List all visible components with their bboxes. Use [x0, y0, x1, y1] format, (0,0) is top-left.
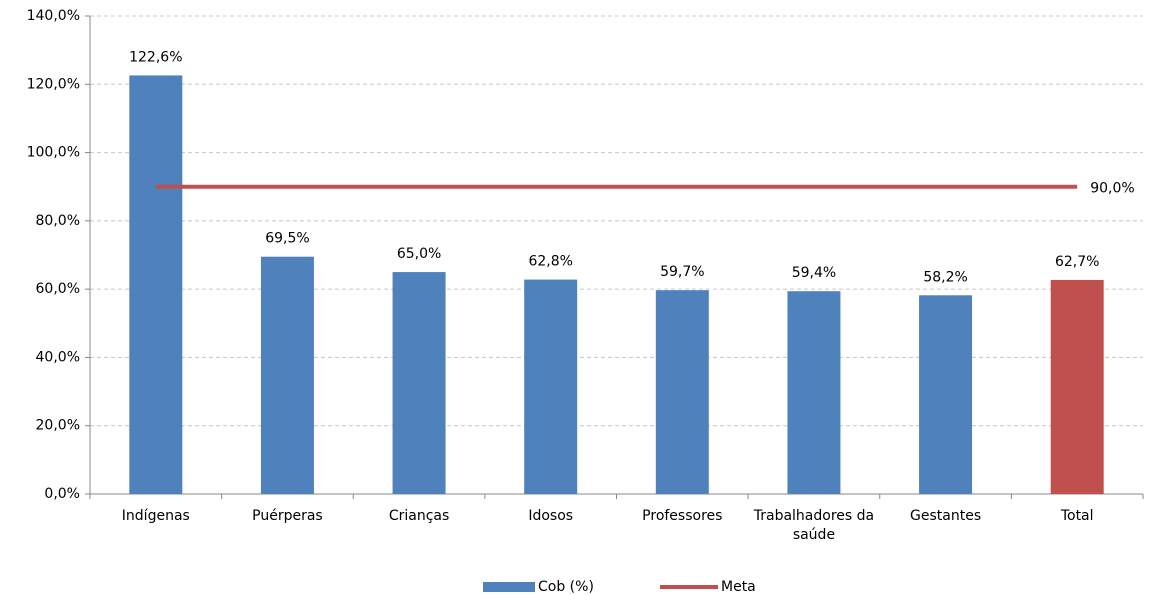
bar [392, 272, 446, 494]
data-label: 69,5% [265, 231, 309, 247]
bar [919, 295, 973, 494]
legend-label: Meta [721, 579, 756, 595]
x-tick-label: Puérperas [252, 508, 323, 524]
x-tick-label: Crianças [388, 508, 450, 524]
bar [787, 291, 841, 494]
y-tick-label: 20,0% [36, 418, 80, 434]
data-label: 58,2% [923, 269, 967, 285]
legend-swatch [483, 582, 535, 592]
y-tick-label: 60,0% [36, 281, 80, 297]
bar [129, 75, 183, 494]
bar [1050, 279, 1104, 494]
data-label: 90,0% [1090, 181, 1134, 197]
y-tick-label: 80,0% [36, 213, 80, 229]
data-label: 122,6% [129, 49, 182, 65]
y-tick-label: 140,0% [27, 8, 80, 24]
y-tick-label: 0,0% [44, 486, 80, 502]
bar [260, 256, 314, 494]
data-label: 65,0% [397, 246, 441, 262]
bar [655, 290, 709, 494]
bar [524, 279, 578, 494]
x-tick-label: Indígenas [121, 508, 190, 524]
y-tick-label: 100,0% [27, 145, 80, 161]
data-label: 59,7% [660, 264, 704, 280]
data-label: 62,8% [528, 254, 572, 270]
data-label: 62,7% [1055, 254, 1099, 270]
x-tick-label: Trabalhadores da saúde [753, 508, 875, 543]
x-tick-label: Gestantes [910, 508, 982, 524]
y-tick-label: 40,0% [36, 349, 80, 365]
y-tick-label: 120,0% [27, 76, 80, 92]
legend-label: Cob (%) [538, 579, 594, 595]
x-tick-label: Total [1060, 508, 1094, 524]
x-tick-label: Professores [642, 508, 723, 524]
data-label: 59,4% [792, 265, 836, 281]
x-tick-label: Idosos [528, 508, 574, 524]
